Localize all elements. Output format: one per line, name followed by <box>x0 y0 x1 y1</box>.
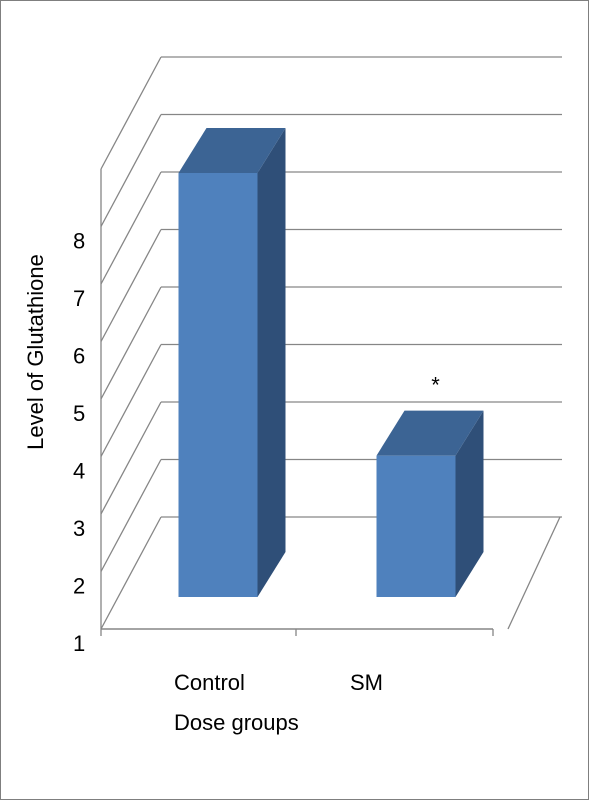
y-tick-label: 4 <box>73 459 85 484</box>
bar-top <box>178 128 286 173</box>
bars: * <box>178 128 484 597</box>
bar-side <box>455 410 484 597</box>
gridline-side <box>100 56 162 170</box>
gridline-side <box>100 114 162 227</box>
category-label: SM <box>350 670 383 695</box>
gridline-side <box>100 516 162 630</box>
bar-top <box>376 410 484 456</box>
y-tick-label: 5 <box>73 401 85 426</box>
gridline-side <box>100 286 162 400</box>
y-tick-labels: 1 2 3 4 5 6 7 8 <box>73 229 85 657</box>
y-tick-label: 6 <box>73 344 85 369</box>
bar-front <box>376 455 456 597</box>
gridline-side <box>100 229 162 342</box>
bar-side <box>257 128 286 597</box>
grid-lines <box>100 56 562 630</box>
category-label: Control <box>174 670 245 695</box>
y-tick-label: 2 <box>73 574 85 599</box>
gridline-side <box>100 401 162 515</box>
y-tick-label: 7 <box>73 286 85 311</box>
x-axis-title: Dose groups <box>174 710 299 735</box>
gridline-side <box>100 459 162 572</box>
axes <box>100 169 494 636</box>
gridline-side <box>100 171 162 285</box>
bar-front <box>178 173 258 597</box>
x-tick-labels: Control SM <box>174 670 383 695</box>
gridline-side <box>100 344 162 457</box>
significance-marker: * <box>431 373 440 398</box>
y-tick-label: 3 <box>73 516 85 541</box>
y-tick-label: 1 <box>73 631 85 656</box>
y-axis-title: Level of Glutathione <box>23 254 48 450</box>
y-tick-label: 8 <box>73 229 85 254</box>
floor-edge <box>507 516 561 630</box>
